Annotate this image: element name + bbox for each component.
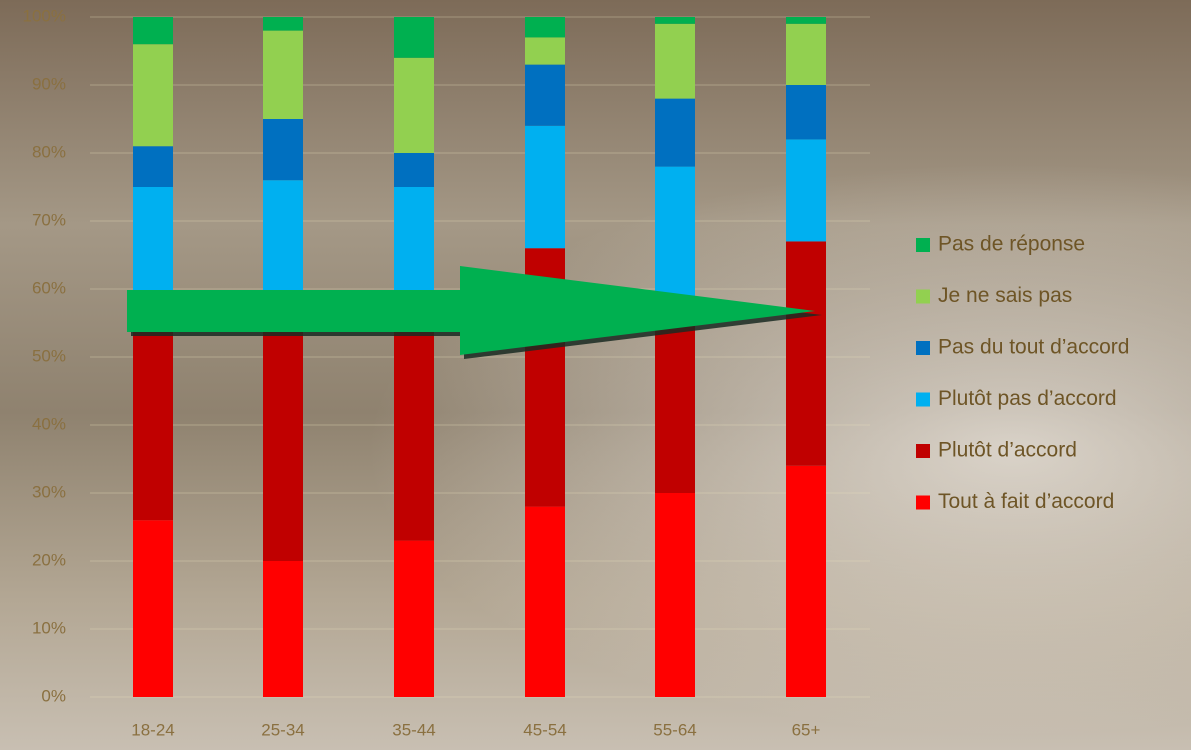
bar-segment bbox=[133, 146, 173, 187]
bar-segment bbox=[133, 44, 173, 147]
plot: 0% 10% 20% 30% 40% 50% 60% 70% 80% 90% 100% 18-24 25… bbox=[23, 6, 870, 739]
y-tick-label: 10% bbox=[32, 618, 66, 637]
bar-segment bbox=[786, 17, 826, 24]
bar-segment bbox=[786, 465, 826, 697]
bar-segment bbox=[133, 520, 173, 697]
bar-segment bbox=[655, 493, 695, 697]
bar-segment bbox=[655, 166, 695, 296]
x-tick-label: 35-44 bbox=[392, 720, 435, 739]
bar-segment bbox=[263, 309, 303, 561]
bar-segment bbox=[394, 540, 434, 697]
bar-segment bbox=[786, 139, 826, 242]
legend-label: Pas du tout d’accord bbox=[938, 336, 1129, 359]
y-tick-label: 60% bbox=[32, 278, 66, 297]
legend-label: Tout à fait d’accord bbox=[938, 490, 1114, 513]
bar-segment bbox=[786, 85, 826, 140]
bar-segment bbox=[525, 37, 565, 65]
bar-segment bbox=[133, 302, 173, 521]
y-tick-label: 70% bbox=[32, 210, 66, 229]
bar-segment bbox=[525, 64, 565, 126]
bar-segment bbox=[394, 153, 434, 187]
bar-segment bbox=[263, 17, 303, 31]
arrow-shape bbox=[127, 266, 815, 355]
bar-segment bbox=[394, 17, 434, 58]
legend-swatch bbox=[916, 341, 930, 355]
legend-label: Je ne sais pas bbox=[938, 284, 1072, 307]
legend: Pas de réponse Je ne sais pas Pas du tout … bbox=[916, 233, 1129, 513]
bar-segment bbox=[263, 180, 303, 310]
y-tick-label: 50% bbox=[32, 346, 66, 365]
y-tick-label: 0% bbox=[41, 686, 66, 705]
bar-segment bbox=[786, 241, 826, 466]
legend-swatch bbox=[916, 289, 930, 304]
legend-swatch bbox=[916, 444, 930, 458]
bar-segment bbox=[786, 23, 826, 85]
y-tick-label: 20% bbox=[32, 550, 66, 569]
x-tick-label: 45-54 bbox=[523, 720, 566, 739]
bar-segment bbox=[525, 125, 565, 249]
y-tick-label: 30% bbox=[32, 482, 66, 501]
y-tick-label: 100% bbox=[23, 6, 66, 25]
bar-segment bbox=[525, 17, 565, 38]
x-tick-label: 65+ bbox=[792, 720, 821, 739]
bar-segment bbox=[655, 17, 695, 24]
bar-segment bbox=[394, 57, 434, 153]
legend-swatch bbox=[916, 392, 930, 407]
legend-swatch bbox=[916, 495, 930, 510]
bar-segment bbox=[133, 17, 173, 45]
bar-segment bbox=[525, 506, 565, 697]
bar-segment bbox=[394, 323, 434, 541]
bar-segment bbox=[263, 119, 303, 181]
arrow bbox=[127, 266, 822, 359]
bar-segment bbox=[263, 30, 303, 120]
x-tick-label: 25-34 bbox=[261, 720, 304, 739]
y-tick-label: 90% bbox=[32, 74, 66, 93]
legend-swatch bbox=[916, 238, 930, 252]
legend-label: Plutôt d’accord bbox=[938, 439, 1077, 462]
bar-segment bbox=[655, 98, 695, 167]
bar-segment bbox=[263, 561, 303, 697]
bar-segment bbox=[133, 187, 173, 303]
y-tick-label: 40% bbox=[32, 414, 66, 433]
x-tick-label: 55-64 bbox=[653, 720, 696, 739]
bar-segment bbox=[655, 23, 695, 99]
legend-label: Pas de réponse bbox=[938, 233, 1085, 256]
x-tick-label: 18-24 bbox=[131, 720, 174, 739]
legend-label: Plutôt pas d’accord bbox=[938, 387, 1117, 410]
y-tick-label: 80% bbox=[32, 142, 66, 161]
